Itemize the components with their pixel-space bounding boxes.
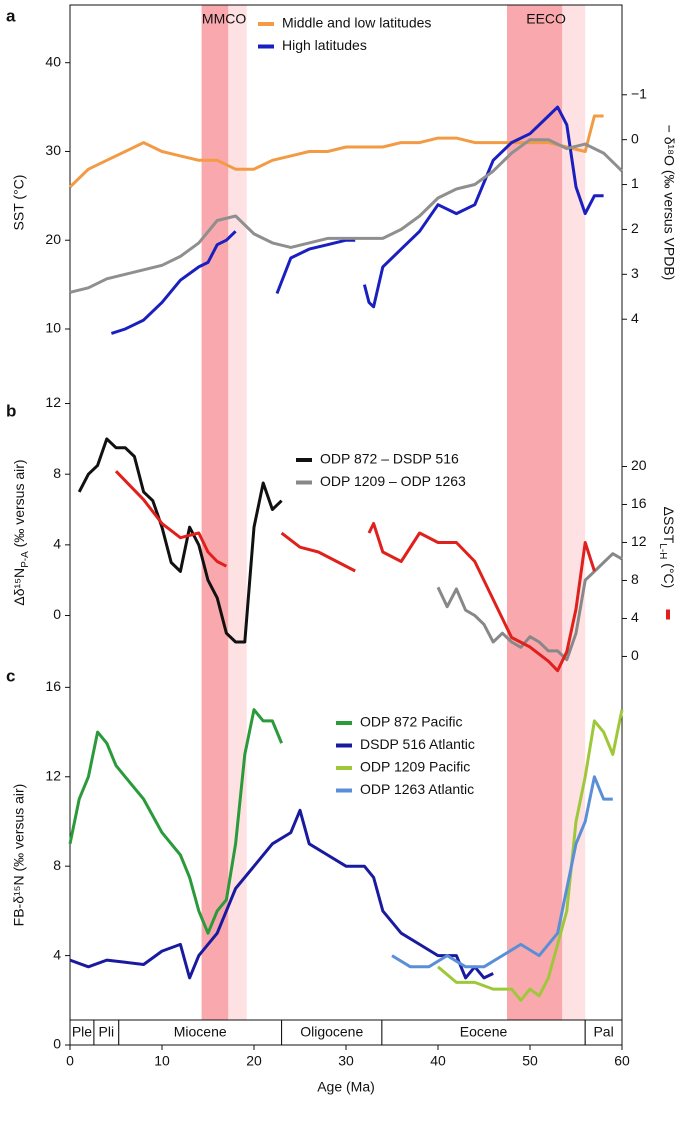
series-line bbox=[436, 552, 623, 662]
y2-tick-label: 8 bbox=[631, 571, 639, 587]
epoch-label: Oligocene bbox=[300, 1024, 363, 1040]
y2-tick-label: 20 bbox=[631, 457, 647, 473]
legend-label: ODP 872 Pacific bbox=[360, 714, 462, 730]
x-tick-label: 60 bbox=[614, 1053, 630, 1069]
axis-label-part: (‰ versus air) bbox=[11, 459, 27, 551]
series-line bbox=[68, 114, 604, 189]
y-tick-label: 40 bbox=[45, 53, 61, 69]
axis-label-part: L-H bbox=[657, 543, 668, 559]
band bbox=[201, 5, 229, 1045]
y-tick-label: 0 bbox=[53, 606, 61, 622]
epoch-label: Miocene bbox=[174, 1024, 227, 1040]
series-line bbox=[69, 808, 494, 980]
y2-tick-label: 16 bbox=[631, 495, 647, 511]
y2-tick-label: 4 bbox=[631, 310, 639, 326]
series-line bbox=[391, 775, 613, 969]
band-label: EECO bbox=[526, 11, 566, 27]
y2-tick-label: 12 bbox=[631, 533, 647, 549]
y-tick-label: 30 bbox=[45, 142, 61, 158]
epoch-box bbox=[93, 1019, 120, 1046]
epoch-label: Pli bbox=[99, 1024, 115, 1040]
legend-label: DSDP 516 Atlantic bbox=[360, 736, 475, 752]
epoch-label: Ple bbox=[72, 1024, 92, 1040]
legend-label: Middle and low latitudes bbox=[282, 15, 431, 31]
legend-label: ODP 1209 – ODP 1263 bbox=[320, 473, 466, 489]
x-tick-label: 40 bbox=[430, 1053, 446, 1069]
axis-label-part: P-A bbox=[20, 551, 31, 568]
legend-label: High latitudes bbox=[282, 37, 367, 53]
epoch-box bbox=[584, 1019, 623, 1046]
y2-tick-label: 1 bbox=[631, 175, 639, 191]
series-line bbox=[68, 708, 283, 935]
y-tick-label: 8 bbox=[53, 465, 61, 481]
y-tick-label: 20 bbox=[45, 231, 61, 247]
legend-label: ODP 872 – DSDP 516 bbox=[320, 451, 459, 467]
y-tick-label: 4 bbox=[53, 946, 61, 962]
band bbox=[507, 5, 563, 1045]
axis-label-part: (°C) bbox=[661, 559, 677, 588]
panel-letter: c bbox=[6, 666, 15, 685]
x-axis-label: Age (Ma) bbox=[317, 1079, 375, 1095]
series-line bbox=[69, 138, 624, 294]
series-line bbox=[77, 437, 283, 644]
y2-tick-label: 4 bbox=[631, 609, 639, 625]
band-label: MMCO bbox=[202, 11, 246, 27]
panel-letter: a bbox=[6, 6, 16, 25]
y-tick-label: 4 bbox=[53, 536, 61, 552]
x-tick-label: 20 bbox=[246, 1053, 262, 1069]
epoch-label: Eocene bbox=[460, 1024, 508, 1040]
axis-label-part: Δδ¹⁵N bbox=[11, 568, 27, 606]
series-line bbox=[114, 470, 596, 673]
axis-label: SST (°C) bbox=[11, 175, 27, 231]
y-tick-label: 16 bbox=[45, 678, 61, 694]
x-tick-label: 10 bbox=[154, 1053, 170, 1069]
y-tick-label: 10 bbox=[45, 320, 61, 336]
panel-letter: b bbox=[6, 401, 16, 420]
epoch-label: Pal bbox=[593, 1024, 613, 1040]
y2-tick-label: 0 bbox=[631, 647, 639, 663]
series-line bbox=[437, 709, 624, 1002]
axis-label: ΔSSTL-H (°C) bbox=[657, 507, 677, 589]
axis-label: Δδ¹⁵NP-A (‰ versus air) bbox=[11, 459, 31, 605]
band-light bbox=[228, 5, 247, 1045]
legend-label: ODP 1263 Atlantic bbox=[360, 781, 474, 797]
bands bbox=[201, 5, 586, 1045]
y-tick-label: 0 bbox=[53, 1036, 61, 1052]
axis-label-part: ΔSST bbox=[661, 507, 677, 544]
x-tick-label: 30 bbox=[338, 1053, 354, 1069]
y2-tick-label: 3 bbox=[631, 265, 639, 281]
axis-label: FB-δ¹⁵N (‰ versus air) bbox=[11, 784, 27, 927]
y-tick-label: 8 bbox=[53, 857, 61, 873]
x-tick-label: 0 bbox=[66, 1053, 74, 1069]
y2-tick-label: 0 bbox=[631, 130, 639, 146]
y-tick-label: 12 bbox=[45, 394, 61, 410]
y2-tick-label: −1 bbox=[631, 85, 647, 101]
axis-label: − δ¹⁸O (‰ versus VPDB) bbox=[661, 125, 677, 281]
y2-tick-label: 2 bbox=[631, 220, 639, 236]
legend-label: ODP 1209 Pacific bbox=[360, 759, 470, 775]
band-light bbox=[562, 5, 586, 1045]
y-tick-label: 12 bbox=[45, 767, 61, 783]
epoch-box bbox=[381, 1019, 586, 1046]
x-tick-label: 50 bbox=[522, 1053, 538, 1069]
series-line bbox=[110, 105, 604, 335]
epoch-box bbox=[281, 1019, 383, 1046]
